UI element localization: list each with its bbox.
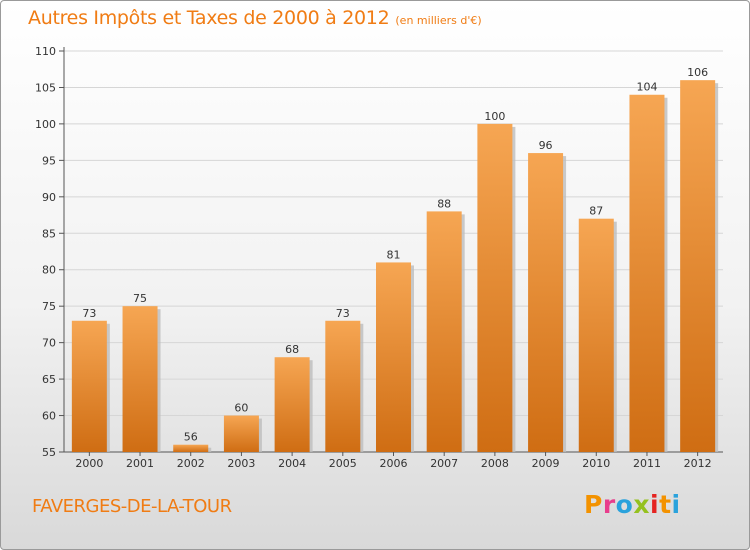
title-line: Autres Impôts et Taxes de 2000 à 2012 (en…	[28, 7, 482, 29]
bars	[71, 80, 719, 452]
bar	[426, 211, 462, 452]
commune-name: FAVERGES-DE-LA-TOUR	[32, 496, 232, 517]
data-label: 73	[82, 307, 96, 320]
bar	[680, 80, 716, 452]
logo-letter: i	[671, 490, 681, 519]
labels: 55 60 65 70 75 80 85 90 95 100 105 110 73 2000 75 2001 5…	[35, 45, 712, 470]
data-label: 75	[133, 292, 147, 305]
y-tick-label: 110	[35, 45, 56, 58]
bar	[223, 415, 259, 452]
bar	[477, 123, 513, 452]
y-tick-label: 75	[42, 300, 56, 313]
bar	[376, 262, 411, 452]
data-label: 87	[589, 205, 603, 218]
bar	[71, 320, 107, 452]
y-tick-label: 65	[42, 373, 56, 386]
y-tick-label: 60	[42, 410, 56, 423]
data-label: 104	[636, 81, 657, 94]
data-label: 88	[437, 197, 451, 210]
logo-letter: r	[602, 490, 616, 519]
y-tick-label: 90	[42, 191, 56, 204]
y-tick-label: 100	[35, 118, 56, 131]
proxiti-logo: Proxiti	[584, 490, 681, 519]
x-tick-label: 2007	[430, 457, 458, 470]
x-tick-label: 2005	[329, 457, 357, 470]
data-label: 56	[184, 431, 198, 444]
y-tick-label: 95	[42, 154, 56, 167]
logo-letter: P	[584, 490, 603, 519]
x-tick-label: 2010	[582, 457, 610, 470]
x-tick-label: 2000	[75, 457, 103, 470]
x-tick-label: 2006	[380, 457, 408, 470]
x-tick-label: 2001	[126, 457, 154, 470]
y-tick-label: 105	[35, 81, 56, 94]
bar	[122, 306, 158, 452]
x-tick-label: 2012	[684, 457, 712, 470]
bar	[325, 320, 361, 452]
logo-letter: t	[659, 490, 672, 519]
bar	[173, 444, 209, 452]
data-label: 73	[336, 307, 350, 320]
bar	[528, 153, 564, 452]
logo-letter: i	[650, 490, 660, 519]
chart-subtitle: (en milliers d'€)	[395, 14, 482, 27]
data-label: 106	[687, 66, 708, 79]
x-tick-label: 2009	[532, 457, 560, 470]
x-tick-label: 2004	[278, 457, 306, 470]
y-tick-label: 80	[42, 264, 56, 277]
logo-letter: o	[615, 490, 634, 519]
x-tick-label: 2002	[177, 457, 205, 470]
bar	[629, 94, 665, 452]
data-label: 100	[484, 110, 505, 123]
y-tick-label: 85	[42, 227, 56, 240]
logo-letter: x	[633, 490, 650, 519]
bar	[578, 218, 614, 452]
chart-title: Autres Impôts et Taxes de 2000 à 2012	[28, 7, 390, 29]
x-tick-label: 2008	[481, 457, 509, 470]
y-tick-label: 55	[42, 446, 56, 459]
data-label: 68	[285, 343, 299, 356]
y-tick-label: 70	[42, 337, 56, 350]
data-label: 96	[539, 139, 553, 152]
data-label: 60	[234, 402, 248, 415]
bar	[274, 357, 310, 452]
x-tick-label: 2003	[227, 457, 255, 470]
x-tick-label: 2011	[633, 457, 661, 470]
data-label: 81	[387, 248, 401, 261]
